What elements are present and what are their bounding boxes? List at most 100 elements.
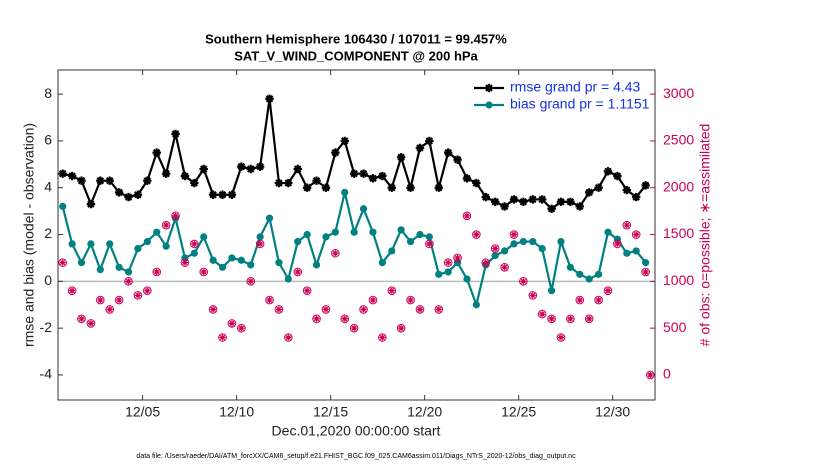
marker — [520, 278, 527, 285]
marker — [265, 214, 274, 222]
x-tick-label: 12/10 — [219, 404, 254, 420]
marker — [255, 162, 265, 171]
x-tick-label: 12/30 — [595, 404, 630, 420]
marker — [539, 311, 546, 318]
marker — [473, 231, 480, 238]
y2-tick-label: 500 — [663, 319, 687, 335]
marker — [434, 183, 443, 192]
marker — [435, 270, 443, 278]
marker — [247, 261, 255, 269]
marker — [124, 268, 133, 276]
marker — [275, 259, 283, 267]
marker — [114, 188, 124, 197]
marker — [124, 277, 133, 286]
marker — [567, 315, 574, 322]
marker — [265, 295, 274, 305]
x-tick-label: 12/05 — [125, 404, 160, 420]
marker — [191, 240, 198, 247]
marker — [500, 247, 509, 255]
marker — [510, 240, 518, 248]
marker — [313, 315, 320, 322]
marker — [378, 333, 387, 342]
marker — [143, 176, 152, 185]
marker — [528, 291, 538, 300]
plot-area — [58, 70, 655, 400]
marker — [340, 136, 349, 146]
marker — [322, 306, 329, 313]
marker — [622, 220, 632, 230]
marker — [481, 192, 490, 202]
marker — [641, 267, 650, 277]
marker — [359, 305, 368, 314]
marker — [302, 183, 312, 192]
marker — [294, 237, 302, 246]
marker — [594, 295, 603, 305]
marker — [445, 259, 452, 266]
marker — [59, 259, 66, 266]
marker — [116, 297, 123, 304]
marker — [331, 248, 340, 258]
marker — [115, 263, 123, 271]
marker — [415, 143, 425, 153]
marker — [463, 212, 470, 219]
marker — [180, 258, 190, 267]
marker — [256, 233, 264, 241]
x-tick-label: 12/15 — [313, 404, 348, 420]
marker — [538, 244, 546, 253]
marker — [398, 325, 405, 332]
y2-tick-label: 0 — [663, 366, 671, 382]
marker — [415, 305, 425, 314]
marker — [125, 278, 132, 285]
marker — [293, 267, 303, 277]
marker — [604, 228, 612, 236]
marker — [500, 262, 509, 272]
marker — [369, 228, 377, 236]
y-tick-label: 8 — [44, 85, 52, 101]
marker — [576, 297, 583, 304]
legend-label: bias grand pr = 1.1151 — [510, 96, 650, 112]
marker — [152, 148, 161, 157]
marker — [133, 190, 143, 199]
marker — [246, 277, 256, 286]
marker — [613, 235, 621, 243]
marker — [509, 230, 519, 239]
marker — [396, 323, 406, 333]
marker — [181, 254, 189, 262]
marker — [274, 178, 284, 188]
x-tick-label: 12/25 — [501, 404, 536, 420]
marker — [434, 305, 444, 314]
marker — [96, 176, 105, 185]
legend-label: rmse grand pr = 4.43 — [510, 79, 641, 95]
marker — [190, 178, 199, 188]
marker — [190, 239, 199, 249]
marker — [406, 237, 415, 246]
marker — [585, 275, 593, 283]
marker — [351, 325, 358, 332]
marker — [575, 202, 584, 211]
marker — [331, 148, 340, 157]
marker — [67, 286, 77, 296]
y-tick-label: 6 — [44, 132, 52, 148]
marker — [67, 171, 77, 181]
marker — [266, 297, 273, 304]
marker — [519, 197, 528, 206]
marker — [303, 230, 311, 239]
marker — [133, 291, 143, 300]
marker — [641, 259, 650, 267]
marker — [642, 268, 649, 275]
marker — [519, 237, 527, 246]
marker — [161, 220, 171, 230]
marker — [257, 240, 264, 247]
marker — [153, 228, 161, 236]
marker — [218, 190, 227, 199]
marker — [406, 295, 415, 305]
y2-tick-label: 2000 — [663, 178, 694, 194]
marker — [284, 275, 292, 283]
legend-marker — [484, 83, 494, 93]
marker — [247, 278, 254, 285]
marker — [529, 292, 536, 299]
marker — [519, 277, 528, 286]
marker — [632, 247, 640, 255]
y-tick-label: 4 — [44, 178, 52, 194]
marker — [622, 185, 631, 195]
